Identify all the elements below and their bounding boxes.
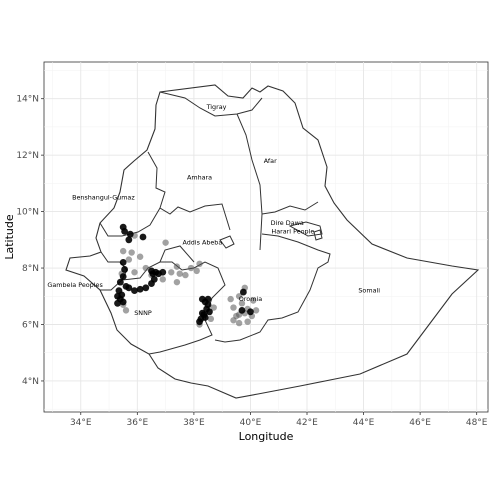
sample-point-dark <box>196 318 203 326</box>
region-labels: Tigray Afar Amhara Benshangul-Gumaz Addis Ab… <box>47 103 380 317</box>
sample-point-grey <box>162 239 169 246</box>
sample-point-dark <box>159 268 167 276</box>
y-tick-label: 14°N <box>16 95 39 105</box>
y-tick-label: 4°N <box>22 377 39 387</box>
tigray-boundary <box>159 91 263 117</box>
sample-point-dark <box>148 267 155 275</box>
oromia-somali-boundary <box>214 233 331 343</box>
region-label: SNNP <box>134 309 152 317</box>
y-tick-label: 12°N <box>16 151 39 161</box>
region-label: Afar <box>264 157 277 165</box>
sample-point-dark <box>198 309 206 317</box>
region-label: Tigray <box>206 103 227 111</box>
dark-points-layer <box>114 223 254 326</box>
sample-point-grey <box>252 307 260 314</box>
region-label: Addis Abeba <box>182 239 222 247</box>
sample-point-dark <box>150 275 158 283</box>
y-tick-label: 6°N <box>22 321 39 331</box>
harari-boundary <box>313 229 323 241</box>
sample-point-grey <box>159 276 166 283</box>
sample-point-grey <box>227 295 234 303</box>
sample-point-dark <box>136 285 144 293</box>
snnp-oromia-boundary <box>121 261 226 355</box>
x-axis: 34°E 36°E 38°E 40°E 42°E 44°E 46°E 48°E <box>70 412 488 428</box>
dire-dawa-boundary <box>288 221 323 237</box>
sample-point-grey <box>193 267 200 275</box>
snnp-inner-boundary <box>159 245 195 263</box>
sample-point-dark <box>206 308 213 316</box>
sample-point-grey <box>196 260 203 268</box>
sample-point-grey <box>250 297 257 304</box>
sample-point-grey <box>128 249 135 256</box>
x-tick-label: 42°E <box>296 418 318 428</box>
sample-point-dark <box>114 299 121 307</box>
region-label: Somali <box>358 287 380 295</box>
x-tick-label: 40°E <box>240 418 262 428</box>
y-axis: 4°N 6°N 8°N 10°N 12°N 14°N <box>16 95 44 387</box>
region-label: Harari People <box>271 227 314 235</box>
sample-point-dark <box>204 295 212 303</box>
sample-point-grey <box>176 270 183 277</box>
sample-point-grey <box>125 256 133 263</box>
sample-point-grey <box>131 269 138 276</box>
sample-point-dark <box>247 308 254 316</box>
sample-point-grey <box>187 264 195 272</box>
region-label: Oromia <box>239 295 262 303</box>
addis-abeba-boundary <box>219 235 235 249</box>
x-tick-label: 34°E <box>70 418 92 428</box>
sample-point-dark <box>119 273 127 280</box>
sample-point-dark <box>121 227 128 235</box>
sample-point-dark <box>116 278 124 286</box>
x-tick-label: 46°E <box>409 418 431 428</box>
x-axis-title: Longitude <box>239 430 294 443</box>
y-tick-label: 8°N <box>22 264 39 274</box>
sample-point-dark <box>125 236 133 244</box>
sample-point-grey <box>182 271 189 279</box>
sample-point-grey <box>122 307 130 314</box>
amhara-afar-boundary <box>236 113 263 251</box>
sample-point-grey <box>173 263 181 270</box>
sample-point-dark <box>238 306 246 314</box>
panel-background <box>43 61 489 413</box>
sample-point-grey <box>235 293 243 300</box>
sample-point-dark <box>118 291 126 299</box>
region-label: Dire Dawa <box>271 219 304 227</box>
x-tick-label: 44°E <box>353 418 375 428</box>
sample-point-dark <box>139 233 147 241</box>
sample-point-dark <box>131 287 138 295</box>
benshangul-amhara-boundary <box>147 151 231 231</box>
region-label: Benshangul-Gumaz <box>72 193 135 201</box>
y-tick-label: 10°N <box>16 208 39 218</box>
sample-point-dark <box>119 298 127 306</box>
sample-point-grey <box>244 318 251 325</box>
afar-somali-boundary <box>261 201 319 215</box>
sample-point-dark <box>121 266 128 273</box>
sample-point-grey <box>210 304 217 311</box>
x-tick-label: 38°E <box>183 418 205 428</box>
region-label: Amhara <box>187 174 212 182</box>
x-tick-label: 36°E <box>127 418 149 428</box>
sample-point-grey <box>230 304 237 311</box>
sample-point-grey <box>238 300 246 307</box>
y-axis-title: Latitude <box>3 214 16 260</box>
sample-point-grey <box>207 315 215 323</box>
sample-point-grey <box>173 278 181 286</box>
sample-point-dark <box>142 284 150 292</box>
gridlines <box>44 62 488 412</box>
sample-point-dark <box>119 259 127 266</box>
x-tick-label: 48°E <box>466 418 488 428</box>
sample-point-dark <box>126 230 134 238</box>
sample-point-grey <box>168 269 175 276</box>
sample-point-grey <box>235 319 243 327</box>
sample-point-dark <box>125 284 133 292</box>
ethiopia-country-outline <box>65 84 480 399</box>
sample-point-grey <box>142 264 150 272</box>
sample-point-grey <box>119 247 127 255</box>
sample-point-dark <box>239 288 247 296</box>
sample-point-grey <box>230 317 237 324</box>
region-label: Gambela Peoples <box>47 281 103 289</box>
sample-point-grey <box>136 253 144 260</box>
